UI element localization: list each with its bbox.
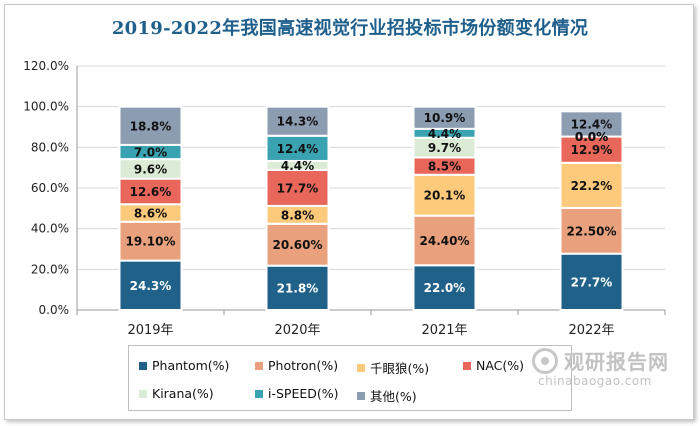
data-label: 9.6% [134,162,167,176]
legend: Phantom(%) Photron(%) 千眼狼(%) NAC(%) Kirana(%… [128,345,572,411]
bar-segment [265,105,330,137]
legend-swatch [139,361,147,370]
legend-item: Phantom(%) [139,358,229,373]
data-label: 0.0% [575,130,608,144]
legend-swatch [255,389,263,398]
data-label: 12.4% [277,142,319,156]
legend-swatch [463,361,471,370]
chart-title: 2019-2022年我国高速视觉行业招投标市场份额变化情况 [111,18,589,39]
legend-item: NAC(%) [463,358,524,373]
data-label: 20.1% [424,189,466,203]
bar-segment [118,177,183,206]
legend-label: Kirana(%) [152,386,214,401]
y-tick-label: 60.0% [31,181,69,195]
data-labels: 24.3% 19.10% 8.6% 12.6% 9.6% 7.0% 18.8% 21.8% 20… [126,111,617,295]
y-tick-label: 20.0% [31,262,69,276]
y-tick-label: 40.0% [31,222,69,236]
data-label: 21.8% [277,281,319,295]
bar-segment [559,252,624,311]
data-label: 14.3% [277,115,319,129]
bar-segment [412,105,477,130]
x-tick-label: 2019年 [127,323,173,338]
bar-segment [412,173,477,217]
legend-label: NAC(%) [476,358,525,373]
data-label: 7.0% [134,146,167,160]
data-label: 0.0% [575,130,608,144]
legend-swatch [357,363,365,372]
data-label: 22.50% [567,224,617,238]
y-tick-label: 80.0% [31,140,69,154]
data-label: 20.60% [273,238,323,252]
bar-segment [118,259,183,311]
legend-label: 千眼狼(%) [370,361,430,376]
legend-label: 其他(%) [370,389,417,404]
data-label: 12.4% [571,117,613,131]
data-label: 4.4% [281,159,314,173]
legend-label: Photron(%) [268,358,339,373]
data-label: 18.8% [130,119,172,133]
data-label: 24.40% [420,234,470,248]
legend-label: i-SPEED(%) [268,386,339,401]
bar-segment [559,206,624,255]
bar-segment [559,110,624,138]
bar-segment [118,220,183,262]
bar-segment [559,161,624,209]
data-label: 12.6% [130,185,172,199]
legend-item: Photron(%) [255,358,338,373]
bar-segment [118,105,183,146]
data-label: 9.7% [428,141,461,155]
bar-segment [265,264,330,312]
data-label: 19.10% [126,235,176,249]
y-tick-label: 0.0% [39,303,70,317]
legend-item: 其他(%) [357,386,417,405]
bar-segment [559,135,624,164]
data-label: 22.2% [571,179,613,193]
y-tick-label: 100.0% [23,100,69,114]
data-label: 22.0% [424,281,466,295]
legend-swatch [139,389,147,398]
legend-label: Phantom(%) [152,358,230,373]
bars [118,105,624,312]
x-tick-label: 2020年 [274,323,320,338]
legend-item: i-SPEED(%) [255,386,339,401]
x-tick-label: 2021年 [421,323,467,338]
y-tick-label: 120.0% [23,59,69,73]
data-label: 10.9% [424,111,466,125]
data-label: 8.8% [281,208,314,222]
legend-item: 千眼狼(%) [357,358,429,377]
legend-item: Kirana(%) [139,386,214,401]
data-label: 17.7% [277,181,319,195]
bar-segment [265,134,330,162]
data-label: 24.3% [130,279,172,293]
data-label: 8.5% [428,160,461,174]
data-label: 27.7% [571,275,613,289]
data-label: 4.4% [428,127,461,141]
legend-swatch [255,361,263,370]
x-tick-label: 2022年 [568,323,614,338]
bar-segment [265,222,330,267]
axes: 0.0% 20.0% 40.0% 60.0% 80.0% 100.0% 120.0% 2019… [23,59,666,338]
bar-segment [412,264,477,311]
data-label: 12.9% [571,143,613,157]
legend-swatch [357,391,365,400]
data-label: 8.6% [134,207,167,221]
